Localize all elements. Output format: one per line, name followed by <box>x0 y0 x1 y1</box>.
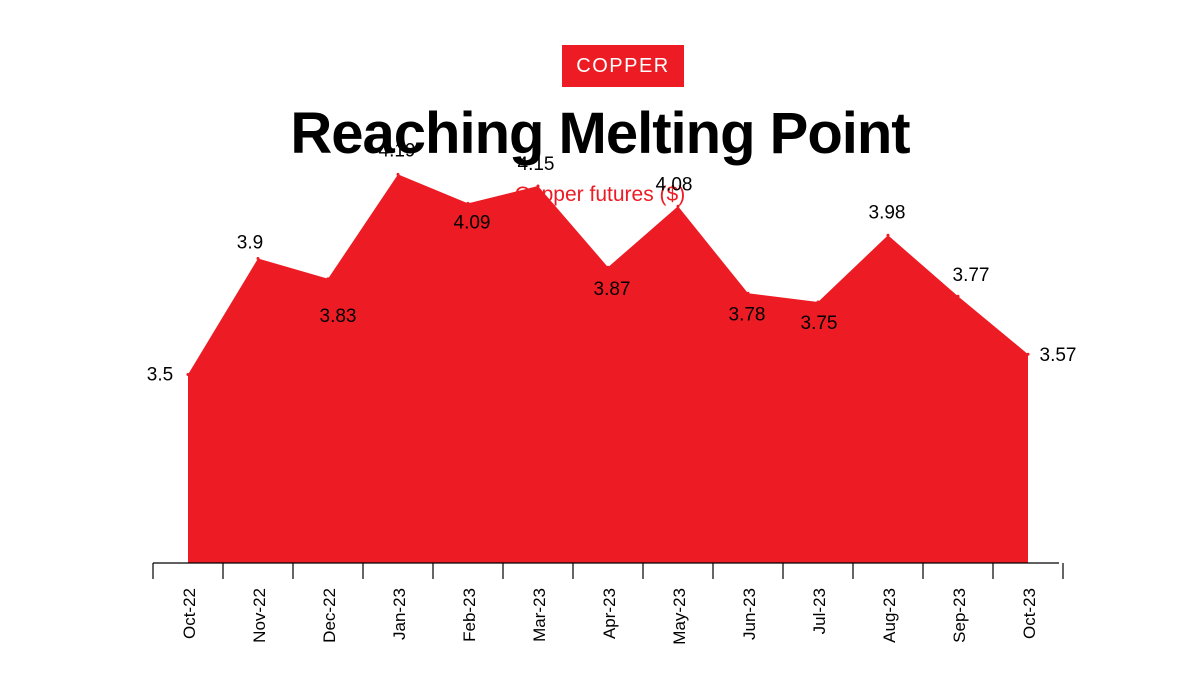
data-point-aug-23 <box>886 233 890 237</box>
data-label: 3.78 <box>729 304 766 325</box>
data-label: 3.83 <box>320 306 357 327</box>
category-tag: COPPER <box>562 45 684 87</box>
x-tick-label: Jul-23 <box>810 588 829 634</box>
data-label: 3.57 <box>1040 345 1077 366</box>
x-tick-label: Oct-23 <box>1020 588 1039 639</box>
data-label: 3.75 <box>801 313 838 334</box>
data-point-may-23 <box>676 204 680 208</box>
x-tick-label: Nov-22 <box>250 588 269 643</box>
data-point-oct-22 <box>186 373 190 376</box>
data-point-feb-23 <box>466 201 470 205</box>
data-label: 4.08 <box>656 174 693 195</box>
area-series <box>188 174 1028 563</box>
data-label: 4.19 <box>379 140 416 161</box>
data-label: 3.98 <box>869 202 906 223</box>
data-label: 3.77 <box>953 265 990 286</box>
data-point-oct-23 <box>1026 352 1030 356</box>
x-tick-label: Jun-23 <box>740 588 759 640</box>
data-point-sep-23 <box>956 294 960 298</box>
data-point-jun-23 <box>746 291 750 295</box>
x-tick-label: Oct-22 <box>180 588 199 639</box>
x-tick-label: Mar-23 <box>530 588 549 642</box>
x-tick-label: May-23 <box>670 588 689 645</box>
data-point-jul-23 <box>816 300 820 304</box>
data-label: 3.87 <box>594 279 631 300</box>
x-tick-label: Apr-23 <box>600 588 619 639</box>
x-tick-label: Jan-23 <box>390 588 409 640</box>
x-tick-label: Sep-23 <box>950 588 969 643</box>
data-point-dec-22 <box>326 277 330 281</box>
data-point-nov-22 <box>256 257 260 260</box>
x-tick-label: Aug-23 <box>880 588 899 643</box>
x-tick-label: Dec-22 <box>320 588 339 643</box>
chart-subtitle: Copper futures ($) <box>514 183 686 206</box>
data-label: 4.09 <box>454 212 491 233</box>
category-tag-label: COPPER <box>576 54 670 77</box>
data-point-mar-23 <box>536 184 540 188</box>
data-label: 3.5 <box>147 365 173 386</box>
chart-title: Reaching Melting Point <box>290 101 910 166</box>
data-point-jan-23 <box>396 172 400 176</box>
data-point-apr-23 <box>606 265 610 269</box>
x-tick-label: Feb-23 <box>460 588 479 642</box>
data-label: 4.15 <box>518 154 555 175</box>
data-label: 3.9 <box>237 233 263 254</box>
